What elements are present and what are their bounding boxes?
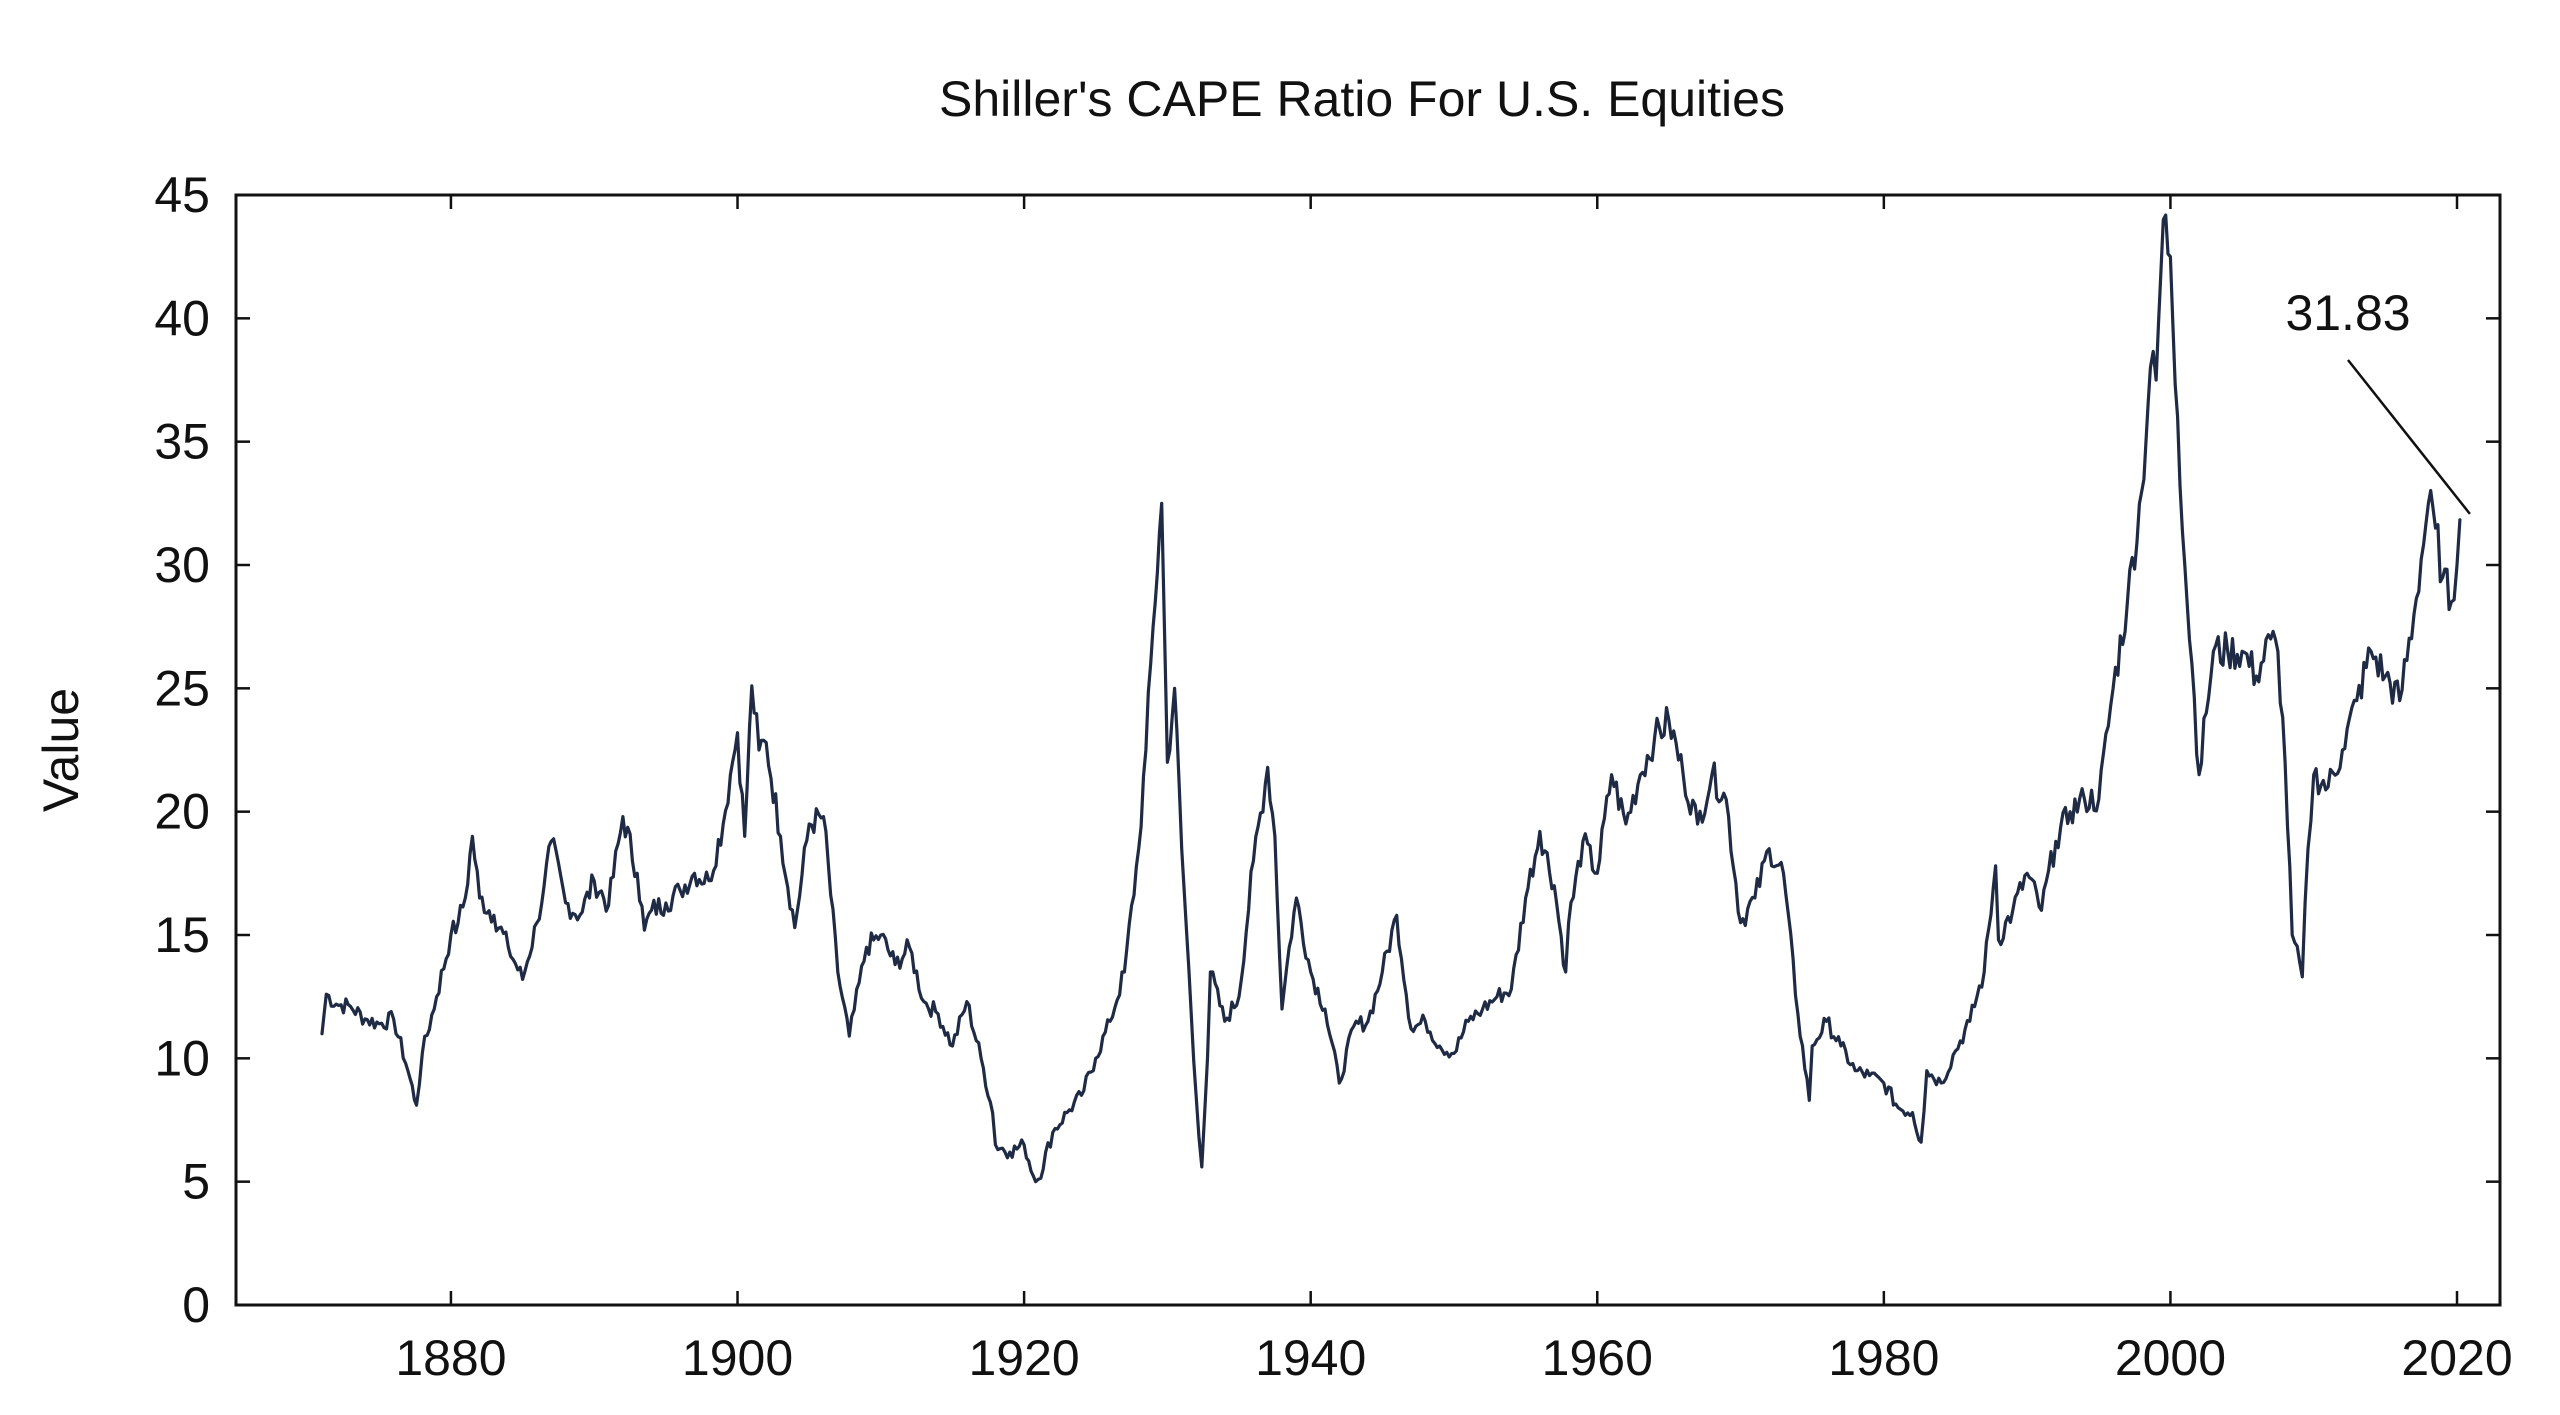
x-tick-label: 1900 xyxy=(682,1330,793,1386)
x-tick-label: 1880 xyxy=(395,1330,506,1386)
x-tick-label: 2000 xyxy=(2115,1330,2226,1386)
x-tick-label: 2020 xyxy=(2401,1330,2512,1386)
series-line-cape xyxy=(320,213,2462,1184)
y-tick-label: 20 xyxy=(154,784,210,840)
y-axis-label: Value xyxy=(33,688,89,812)
y-tick-label: 15 xyxy=(154,907,210,963)
plot-frame xyxy=(234,193,2502,1307)
y-tick-label: 10 xyxy=(154,1030,210,1086)
y-tick-label: 40 xyxy=(154,290,210,346)
x-tick-label: 1920 xyxy=(968,1330,1079,1386)
x-tick-label: 1940 xyxy=(1255,1330,1366,1386)
x-tick-label: 1960 xyxy=(1542,1330,1653,1386)
series-layer xyxy=(320,213,2462,1184)
y-tick-label: 30 xyxy=(154,537,210,593)
annotation-leader-line xyxy=(2347,359,2471,515)
axis-ticks: 0 5 10 15 20 25 30 35 40 45 1880 1900 1920 1940 1960 19… xyxy=(154,167,2512,1386)
y-tick-label: 35 xyxy=(154,414,210,470)
chart-title: Shiller's CAPE Ratio For U.S. Equities xyxy=(939,71,1785,127)
y-tick-label: 0 xyxy=(182,1277,210,1333)
y-tick-label: 25 xyxy=(154,660,210,716)
y-tick-label: 45 xyxy=(154,167,210,223)
latest-value-annotation: 31.83 xyxy=(2285,285,2410,341)
y-tick-label: 5 xyxy=(182,1154,210,1210)
x-tick-label: 1980 xyxy=(1828,1330,1939,1386)
